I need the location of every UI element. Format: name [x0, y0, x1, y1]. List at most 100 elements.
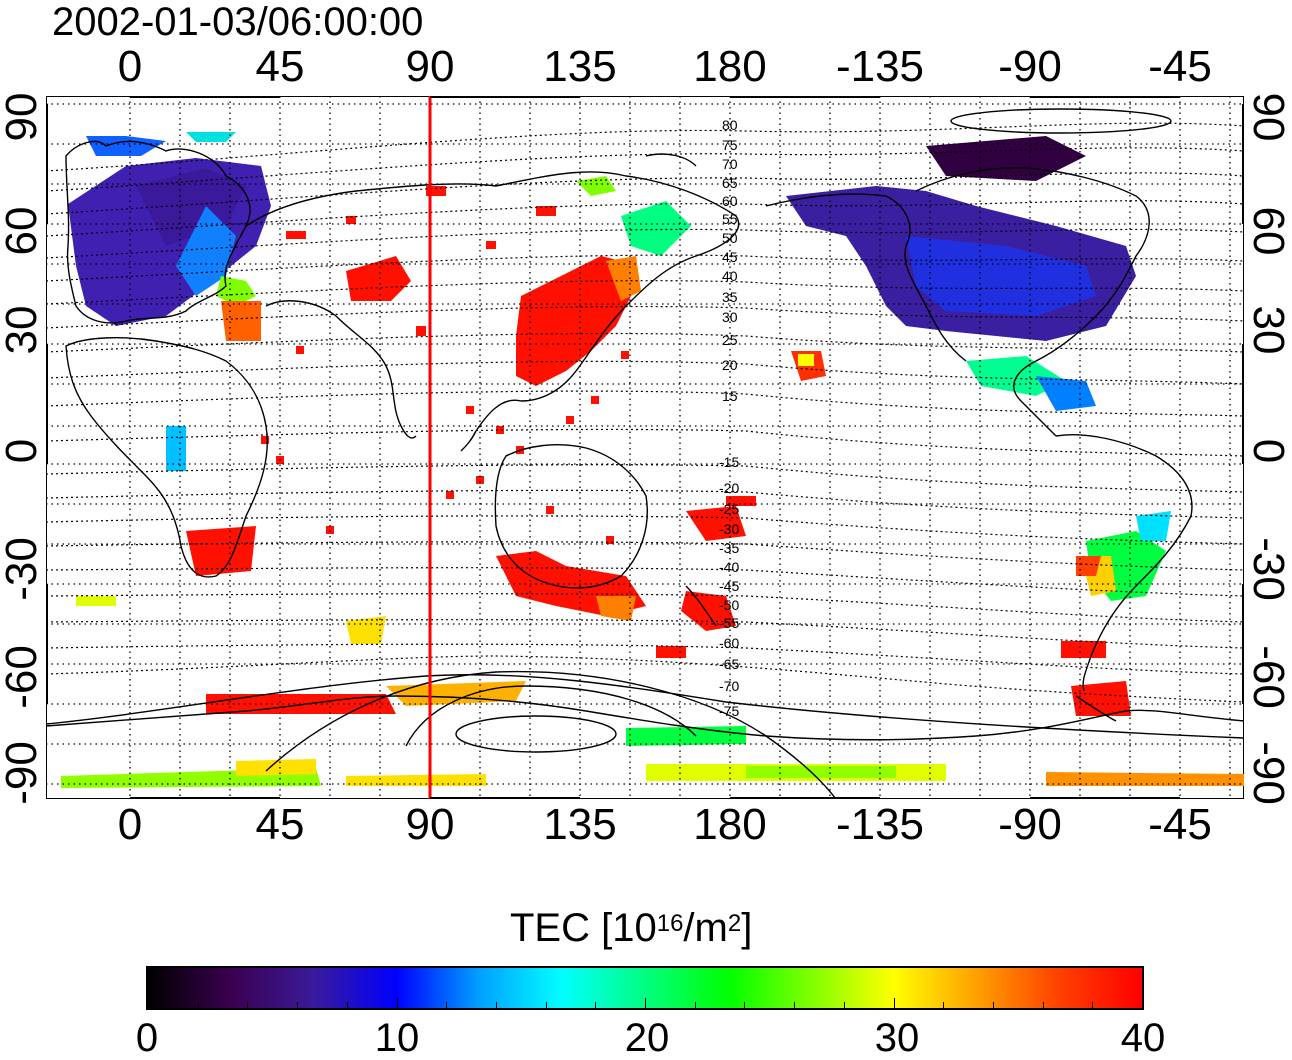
lat-tick-label: 30 — [0, 305, 46, 355]
pacific-tec — [686, 506, 746, 541]
mideast-tec-high — [221, 301, 261, 341]
colorbar-label-prefix: TEC [10 — [510, 906, 657, 950]
coastlines — [46, 140, 1244, 741]
lon-tick-label: -135 — [835, 42, 925, 91]
polar-tec-band — [746, 766, 896, 778]
antarctic-tec-ring — [626, 726, 746, 746]
lon-tick-label: -135 — [835, 800, 925, 849]
lat-tick-label: 90 — [1244, 92, 1292, 142]
contour-label: -20 — [719, 480, 739, 496]
lat-tick-label: 0 — [0, 438, 46, 464]
magnetic-contours-solid — [46, 108, 1244, 799]
colorbar-minor-tick — [495, 1002, 497, 1008]
contour-label: 45 — [722, 249, 738, 265]
contour-label: -25 — [719, 501, 739, 517]
lon-tick-label: 90 — [405, 800, 455, 849]
colorbar-tick-label: 30 — [874, 1016, 920, 1060]
lon-tick-label: -90 — [998, 42, 1062, 91]
contour-label: 60 — [722, 193, 738, 209]
lat-tick-label: -60 — [0, 645, 46, 709]
scand-tec-region — [86, 136, 166, 156]
polar-tec-band — [346, 774, 486, 786]
colorbar-minor-tick — [645, 998, 646, 1008]
contour-label: 70 — [722, 156, 738, 172]
magnetic-contours — [46, 122, 1244, 703]
lon-tick-label: 180 — [693, 800, 767, 849]
colorbar-tick-label: 0 — [135, 1016, 159, 1060]
south-atlantic-tec — [76, 596, 116, 606]
colorbar-label-suffix: ] — [741, 906, 753, 950]
lat-tick-label: 60 — [0, 206, 46, 256]
lat-tick-label: 30 — [1244, 305, 1292, 355]
lat-tick-label: -90 — [1244, 741, 1292, 805]
contour-label: -45 — [719, 578, 739, 594]
colorbar-minor-tick — [893, 998, 895, 1008]
contour-label: 15 — [722, 388, 738, 404]
colorbar-minor-tick — [297, 1002, 299, 1008]
colorbar — [146, 966, 1144, 1010]
contour-label: -40 — [719, 559, 739, 575]
lon-tick-label: 0 — [117, 800, 143, 849]
colorbar-tick-label: 20 — [624, 1016, 670, 1060]
contour-labels-south: -15 -20 -25 -30 -35 -40 -45 -50 -55 -60 … — [719, 454, 739, 719]
contour-labels-north: 80 75 70 65 60 55 50 45 40 35 30 25 20 1… — [722, 117, 738, 404]
tec-map: 80 75 70 65 60 55 50 45 40 35 30 25 20 1… — [46, 96, 1244, 799]
contour-label: -30 — [719, 521, 739, 537]
colorbar-minor-tick — [744, 1002, 746, 1008]
contour-label: 50 — [722, 230, 738, 246]
colorbar-minor-tick — [694, 1002, 696, 1008]
colorbar-minor-tick — [545, 1002, 547, 1008]
australia-south-tec — [596, 596, 636, 621]
lon-tick-label: 0 — [117, 42, 143, 91]
colorbar-minor-tick — [843, 1002, 845, 1008]
contour-label: 55 — [722, 211, 738, 227]
contour-label: 30 — [722, 309, 738, 325]
colorbar-minor-tick — [794, 1002, 796, 1008]
hawaii-tec-core — [798, 354, 814, 366]
lon-tick-label: 45 — [255, 800, 305, 849]
map-title: 2002-01-03/06:00:00 — [52, 0, 424, 44]
colorbar-minor-tick — [943, 1002, 945, 1008]
south-indian-tec — [346, 616, 386, 644]
mexico-tec — [966, 356, 1066, 396]
contour-label: 40 — [722, 268, 738, 284]
colorbar-minor-tick — [1042, 1002, 1044, 1008]
brazil-tec — [1136, 511, 1171, 541]
north-america-tec-east — [906, 236, 1096, 316]
kamchatka-south-tec — [621, 201, 691, 256]
contour-label: 65 — [722, 175, 738, 191]
contour-label: 80 — [722, 117, 738, 133]
lon-tick-label: -45 — [1148, 800, 1212, 849]
west-africa-tec — [166, 426, 186, 471]
contour-label: -70 — [719, 678, 739, 694]
contour-label: -65 — [719, 656, 739, 672]
india-north-tec — [346, 256, 411, 301]
lon-tick-label: -90 — [998, 800, 1062, 849]
contour-label: -35 — [719, 540, 739, 556]
polar-tec-band — [1046, 772, 1244, 786]
colorbar-minor-tick — [396, 998, 398, 1008]
polar-tec-band — [236, 759, 316, 776]
contour-label: 25 — [722, 332, 738, 348]
lat-tick-label: 60 — [1244, 206, 1292, 256]
contour-label: -15 — [719, 454, 739, 470]
colorbar-minor-tick — [197, 1002, 199, 1008]
colorbar-tick-label: 10 — [374, 1016, 420, 1060]
lat-tick-label: -60 — [1244, 645, 1292, 709]
contour-label: -75 — [719, 703, 739, 719]
lon-tick-label: 135 — [543, 800, 617, 849]
caribbean-tec — [1036, 376, 1096, 411]
contour-label: -50 — [719, 597, 739, 613]
colorbar-minor-tick — [346, 1002, 348, 1008]
lat-tick-label: 0 — [1244, 438, 1292, 464]
contour-label: -60 — [719, 635, 739, 651]
tec-data-cells — [61, 132, 1244, 788]
colorbar-label: TEC [1016/m2] — [510, 906, 752, 950]
frame-ticks — [46, 96, 1244, 799]
colorbar-minor-tick — [595, 1002, 597, 1008]
contour-label: -55 — [719, 615, 739, 631]
japan-tec-region — [516, 256, 631, 386]
lon-tick-label: 180 — [693, 42, 767, 91]
lon-tick-label: -45 — [1148, 42, 1212, 91]
colorbar-minor-tick — [446, 1002, 448, 1008]
